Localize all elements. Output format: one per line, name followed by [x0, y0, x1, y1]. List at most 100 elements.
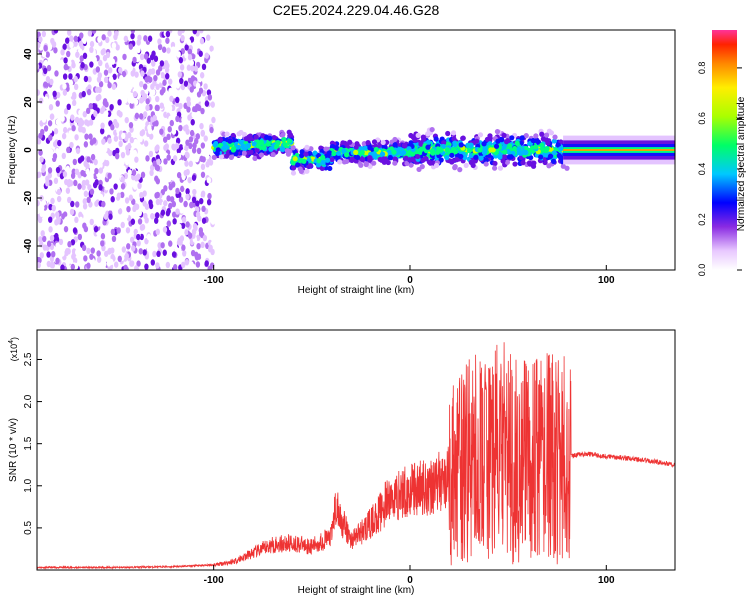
- spectrogram-cell: [206, 89, 212, 96]
- spectrogram-cell: [119, 59, 125, 66]
- spectrogram-cell: [159, 102, 164, 109]
- spectrogram-cell: [218, 154, 224, 160]
- spectrogram-cell: [129, 136, 135, 144]
- spectrogram-cell: [299, 152, 305, 159]
- spectrogram-cell: [539, 131, 545, 137]
- spectrogram-cell: [323, 146, 329, 152]
- spectrogram-cell: [241, 131, 248, 138]
- spectrogram-cell: [169, 95, 174, 102]
- spectrogram-cell: [347, 139, 353, 145]
- spectrogram-cell: [43, 67, 48, 75]
- spectrogram-cell: [86, 156, 91, 163]
- spectrogram-cell: [68, 79, 74, 87]
- spectrogram-cell: [183, 181, 188, 189]
- spectrogram-cell: [280, 132, 286, 138]
- spectrogram-cell: [180, 227, 185, 234]
- spectrogram-cell: [118, 67, 123, 74]
- spectrogram-cell: [349, 156, 355, 162]
- spectrogram-cell: [89, 239, 94, 247]
- spectrogram-cell: [451, 136, 457, 142]
- spectrogram-cell: [49, 113, 55, 120]
- spectrogram-cell: [123, 35, 129, 42]
- spectrogram-cell: [154, 217, 159, 224]
- spectrogram-cell: [304, 168, 310, 174]
- spectrogram-cell: [457, 167, 463, 173]
- spectrogram-cell: [206, 177, 212, 184]
- spectrogram-cell: [134, 175, 139, 182]
- spectrogram-cell: [487, 135, 493, 141]
- spectrogram-cell: [150, 83, 155, 90]
- spectrogram-cell: [281, 137, 287, 143]
- spectrogram-cell: [379, 151, 386, 157]
- spectrogram-cell: [252, 155, 258, 161]
- spectrogram-cell: [187, 176, 192, 184]
- spectrogram-cell: [343, 152, 350, 158]
- spectrogram-cell: [37, 118, 40, 126]
- spectrogram-cell: [110, 253, 115, 261]
- spectrogram-cell: [268, 146, 274, 152]
- spectrogram-cell: [68, 180, 74, 187]
- spectrogram-cell: [38, 236, 43, 243]
- spectrogram-cell: [70, 239, 76, 246]
- spectrogram-cell: [91, 51, 96, 58]
- spectrogram-cell: [502, 149, 508, 155]
- spectrogram-cell: [151, 60, 156, 67]
- spectrogram-cell: [55, 166, 61, 174]
- spectrogram-cell: [208, 244, 213, 252]
- spectrogram-cell: [108, 76, 114, 83]
- spectrogram-cell: [184, 151, 190, 158]
- spectrogram-cell: [101, 34, 106, 41]
- spectrogram-cell: [519, 135, 525, 141]
- spectrogram-cell: [85, 168, 90, 175]
- spectrogram-cell: [81, 90, 86, 98]
- spectrogram-cell: [284, 148, 290, 154]
- spectrogram-cell: [418, 141, 424, 147]
- spectrogram-cell: [125, 227, 131, 234]
- spectrogram-cell: [149, 164, 155, 172]
- colorbar-tick-label: 0.2: [697, 213, 707, 226]
- spectrogram-cell: [134, 156, 139, 163]
- spectrogram-cell: [355, 154, 361, 161]
- spectrogram-cell: [185, 221, 190, 228]
- spectrogram-cell: [199, 72, 205, 79]
- spectrogram-cell: [429, 126, 435, 133]
- spectrogram-cell: [121, 165, 126, 172]
- spectrogram-cell: [163, 144, 168, 151]
- spectrogram-cell: [78, 211, 83, 219]
- spectrogram-cell: [490, 147, 496, 153]
- spectrogram-cell: [43, 125, 49, 132]
- spectrogram-cell: [110, 220, 115, 228]
- spectrogram-cell: [74, 134, 79, 141]
- spectrogram-cell: [180, 222, 186, 229]
- spectrogram-cell: [86, 196, 91, 204]
- spectrogram-cell: [210, 101, 215, 108]
- spectrogram-cell: [481, 141, 487, 147]
- spectrogram-cell: [460, 135, 466, 141]
- spectrogram-cell: [243, 136, 249, 142]
- spectrogram-cell: [146, 233, 152, 241]
- spectrogram-cell: [327, 165, 333, 172]
- spectrogram-cell: [292, 156, 298, 162]
- spectrogram-cell: [41, 199, 47, 206]
- spectrogram-cell: [90, 247, 95, 254]
- spectrogram-cell: [67, 60, 72, 67]
- x-tick-label: 0: [407, 575, 413, 586]
- spectrogram-cell: [365, 140, 371, 146]
- colorbar-gradient: [712, 30, 737, 270]
- spectrogram-cell: [86, 247, 91, 255]
- spectrogram-cell: [121, 70, 127, 78]
- spectrogram-cell: [104, 184, 109, 191]
- spectrogram-cell: [50, 37, 55, 45]
- spectrogram-cell: [551, 138, 558, 144]
- spectrogram-cell: [174, 201, 180, 208]
- spectrogram-cell: [136, 39, 141, 46]
- spectrogram-cell: [78, 216, 84, 224]
- spectrogram-cell: [140, 89, 145, 97]
- spectrogram-cell: [189, 86, 194, 93]
- spectrogram-cell: [96, 76, 102, 83]
- spectrogram-cell: [353, 144, 359, 150]
- spectrogram-cell: [512, 161, 518, 167]
- spectrogram-cell: [84, 179, 90, 186]
- spectrogram-cell: [67, 257, 72, 264]
- spectrogram-cell: [121, 132, 126, 140]
